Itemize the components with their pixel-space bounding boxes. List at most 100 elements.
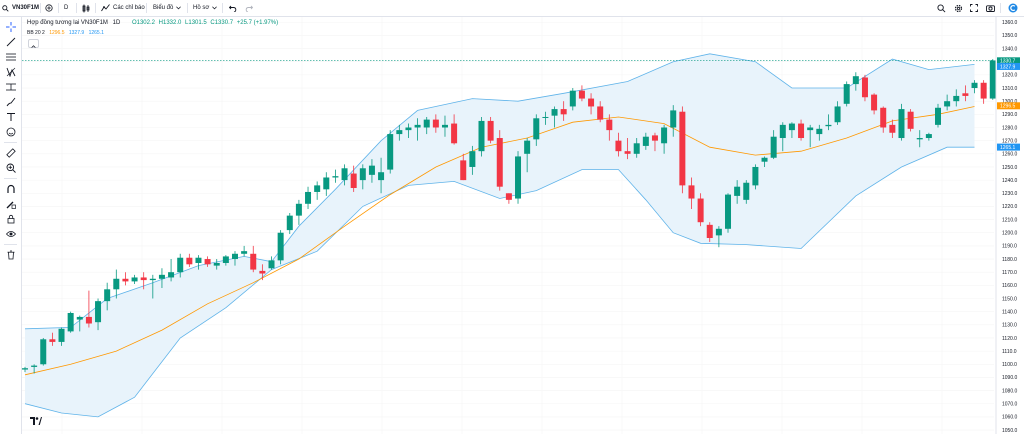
interval-label: D	[64, 5, 69, 11]
bollinger-legend: BB 20 2 1296.5 1327.9 1265.1	[27, 30, 104, 36]
snapshot-button[interactable]	[986, 0, 995, 16]
indicators-button[interactable]: Các chỉ báo	[101, 0, 145, 16]
keep-drawing-tool[interactable]	[4, 198, 17, 211]
price-axis: 1360.01350.01340.01330.01320.01310.01300…	[1002, 20, 1018, 434]
crosshair-icon	[5, 19, 16, 37]
candle	[122, 272, 129, 286]
candles	[22, 59, 996, 374]
candle	[314, 181, 321, 200]
candle	[67, 311, 74, 333]
candle	[670, 105, 677, 137]
magnet-tool[interactable]	[4, 183, 17, 196]
brush-tool[interactable]	[4, 96, 17, 109]
candle	[268, 256, 275, 270]
zoom-in-tool[interactable]	[4, 162, 17, 175]
redo-icon	[245, 5, 253, 12]
y-tick-label: 1200.0	[1002, 231, 1018, 237]
candle	[725, 193, 732, 233]
chevron-down-icon	[212, 6, 218, 10]
chart-menu-button[interactable]: Biểu đồ	[153, 0, 182, 16]
price-tag-lower	[997, 143, 1020, 151]
candle	[861, 74, 868, 102]
candle	[779, 122, 786, 152]
candle	[158, 268, 165, 288]
magnet-icon	[6, 181, 16, 199]
candle	[423, 116, 430, 135]
candle	[706, 222, 713, 242]
gear-icon	[954, 4, 963, 13]
legend-timeframe: 1D	[112, 20, 121, 26]
candle	[487, 116, 494, 144]
chart-type-button[interactable]	[82, 0, 90, 16]
y-tick-label: 1070.0	[1002, 402, 1018, 408]
candle	[578, 85, 585, 102]
profile-menu-button[interactable]: Hồ sơ	[193, 0, 218, 16]
candle	[441, 115, 448, 137]
y-tick-label: 1120.0	[1002, 336, 1017, 342]
text-tool[interactable]	[4, 111, 17, 124]
candle	[633, 138, 640, 158]
ruler-range-icon	[5, 79, 16, 97]
interval-button[interactable]: D	[64, 0, 68, 16]
icon-tool[interactable]	[4, 126, 17, 139]
tradingview-logo-icon	[30, 417, 42, 427]
candle	[286, 213, 293, 235]
compare-button[interactable]	[45, 0, 53, 16]
candle	[916, 130, 923, 148]
candle	[195, 255, 202, 270]
profile-menu-label: Hồ sơ	[193, 5, 210, 11]
candle	[40, 337, 47, 366]
candle	[515, 151, 522, 204]
prediction-tool[interactable]	[4, 81, 17, 94]
candle	[752, 164, 759, 190]
fullscreen-icon	[970, 4, 978, 12]
quick-search-button[interactable]	[937, 0, 946, 16]
y-tick-label: 1310.0	[1002, 86, 1018, 92]
candles-icon	[82, 4, 90, 13]
candle	[76, 315, 83, 332]
candle	[661, 124, 668, 154]
y-tick-label: 1350.0	[1002, 33, 1018, 39]
candle	[925, 132, 932, 141]
legend-close: C1330.7	[210, 20, 234, 26]
price-tag-label: 1327.9	[1000, 64, 1016, 70]
candle	[971, 80, 978, 94]
candle	[944, 94, 951, 111]
fib-tool[interactable]	[4, 51, 17, 64]
candle	[359, 164, 366, 190]
pattern-tool[interactable]	[4, 66, 17, 79]
fib-lines-icon	[5, 49, 16, 67]
y-tick-label: 1320.0	[1002, 73, 1018, 79]
candle	[368, 159, 375, 183]
y-tick-label: 1130.0	[1002, 323, 1017, 329]
settings-button[interactable]	[954, 0, 963, 16]
y-tick-label: 1160.0	[1002, 283, 1017, 289]
candle	[460, 153, 467, 181]
chart-grid	[22, 17, 994, 434]
y-tick-label: 1220.0	[1002, 204, 1018, 210]
fullscreen-button[interactable]	[970, 0, 978, 16]
undo-icon	[229, 5, 237, 12]
measure-tool[interactable]	[4, 147, 17, 160]
crosshair-tool[interactable]	[4, 21, 17, 34]
symbol-search[interactable]: VN30F1M	[2, 0, 39, 16]
candle	[880, 106, 887, 133]
trend-line-tool[interactable]	[4, 36, 17, 49]
price-tag-label: 1296.5	[1000, 104, 1016, 110]
remove-drawings-tool[interactable]	[4, 249, 17, 262]
redo-button[interactable]	[245, 0, 253, 16]
candle	[104, 282, 111, 311]
top-toolbar: VN30F1M D Các chỉ báo Biểu đồ Hồ sơ	[0, 0, 1024, 17]
price-chart[interactable]: 1360.01350.01340.01330.01320.01310.01300…	[22, 17, 1024, 434]
candle	[168, 259, 175, 282]
brand-logo	[1008, 0, 1018, 16]
indicators-label: Các chỉ báo	[113, 5, 145, 11]
candle	[935, 103, 941, 128]
hide-drawings-tool[interactable]	[4, 228, 17, 241]
undo-button[interactable]	[229, 0, 237, 16]
lock-drawings-tool[interactable]	[4, 213, 17, 226]
candle	[807, 124, 814, 148]
legend-collapse-button[interactable]	[28, 39, 39, 48]
trash-icon	[6, 247, 16, 265]
y-tick-label: 1190.0	[1002, 244, 1017, 250]
